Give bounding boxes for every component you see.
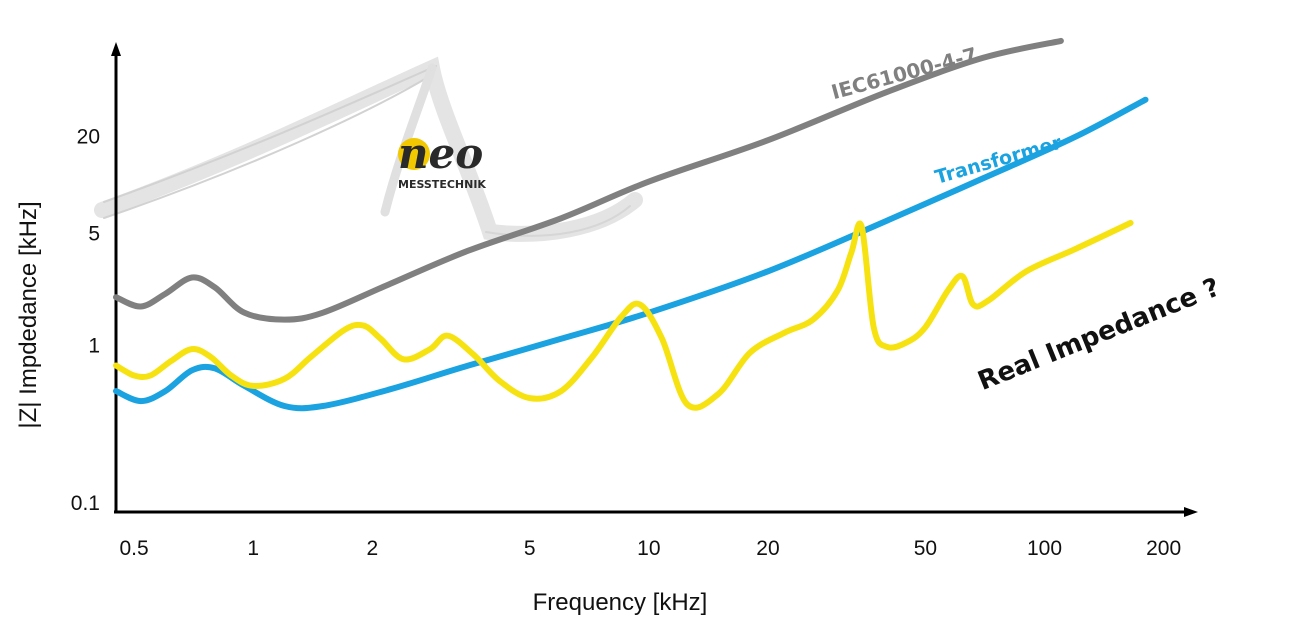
series-line-iec61000-4-7 [113, 37, 1064, 323]
x-tick-label: 2 [366, 537, 378, 560]
series-label-real-impedance: Real Impedance ? [974, 272, 1224, 396]
series-layer [113, 37, 1149, 412]
y-tick-label: 5 [88, 222, 100, 245]
y-tick-label: 0.1 [71, 492, 100, 515]
x-tick-label: 20 [756, 537, 779, 560]
x-tick-label: 50 [914, 537, 937, 560]
logo-subtitle: MESSTECHNIK [398, 178, 486, 191]
x-tick-label: 10 [637, 537, 660, 560]
y-tick-label: 20 [77, 126, 100, 149]
series-line-real-impedance [113, 219, 1134, 411]
neo-messtechnik-logo: neo MESSTECHNIK [398, 129, 486, 191]
y-tick-labels: 0.1 1 5 20 [71, 126, 100, 515]
series-label-transformer: Transformer [933, 131, 1065, 188]
x-tick-label: 200 [1146, 537, 1181, 560]
y-axis-arrow [111, 42, 121, 56]
x-tick-labels: 0.5 1 2 5 10 20 50 100 200 [120, 537, 1182, 560]
x-tick-label: 100 [1027, 537, 1062, 560]
series-line-transformer [113, 96, 1149, 412]
logo-accent-dot [398, 138, 430, 170]
x-axis-arrow [1184, 507, 1198, 517]
series-label-iec61000-4-7: IEC61000-4-7 [829, 42, 980, 104]
x-tick-label: 1 [247, 537, 259, 560]
y-tick-label: 1 [88, 334, 100, 357]
watermark-swoosh [94, 56, 643, 242]
y-axis-title: |Z| Impdedance [kHz] [15, 201, 42, 428]
logo-word: neo [398, 129, 483, 178]
x-tick-label: 5 [524, 537, 536, 560]
x-tick-label: 0.5 [120, 537, 149, 560]
axes [111, 42, 1198, 517]
x-axis-title: Frequency [kHz] [533, 589, 708, 616]
